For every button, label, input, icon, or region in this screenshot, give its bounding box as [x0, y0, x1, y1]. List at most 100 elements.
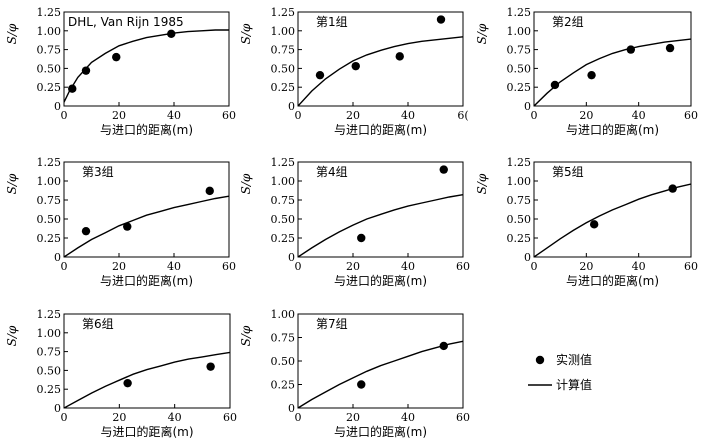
y-tick-label: 1.00: [271, 25, 296, 38]
panel-5: 0 0.25 0.50 0.75 1.00 1.25 0 20 40 60 与进口的距离(m) S/φ…: [239, 156, 470, 288]
calculated-curve: [298, 194, 463, 257]
panel-title: 第3组: [82, 165, 114, 179]
y-tick-label: 0: [288, 100, 295, 113]
y-tick-label: 0.25: [37, 81, 62, 94]
x-axis-label: 与进口的距离(m): [100, 424, 193, 439]
y-tick-label: 1.25: [37, 6, 62, 19]
y-axis-label: S/φ: [239, 325, 253, 346]
x-tick-label: 0: [61, 109, 68, 122]
x-tick-label: 40: [401, 109, 415, 122]
y-tick-label: 0.25: [37, 383, 62, 396]
x-tick-label: 20: [346, 260, 360, 273]
measured-point: [167, 29, 176, 39]
x-axis-label: 与进口的距离(m): [334, 424, 427, 439]
y-tick-label: 0.75: [271, 194, 296, 207]
y-tick-label: 0.75: [271, 44, 296, 57]
measured-point: [351, 61, 360, 71]
measured-point: [315, 70, 325, 80]
y-tick-label: 1.25: [271, 6, 296, 19]
y-tick-label: 0.25: [37, 232, 62, 245]
measured-point: [395, 52, 404, 61]
x-tick-label: 60: [456, 260, 470, 273]
x-axis-label: 与进口的距离(m): [566, 273, 659, 288]
y-tick-label: 0.75: [507, 194, 532, 207]
plot-frame: [297, 161, 464, 258]
y-tick-label: 1.25: [37, 156, 62, 169]
plot-frame: [63, 161, 230, 258]
measured-point: [123, 378, 132, 388]
calculated-curve: [534, 183, 691, 257]
x-tick-label: 0: [295, 260, 302, 273]
measured-point: [550, 80, 560, 90]
panel-7: 0 0.25 0.50 0.75 1.00 1.25 0 20 40 60 与进口的距离(m) S/φ…: [5, 308, 237, 439]
x-tick-label: 40: [401, 260, 415, 273]
x-axis-label: 与进口的距离(m): [100, 273, 193, 288]
y-axis-label: S/φ: [5, 173, 19, 194]
y-axis-label: S/φ: [475, 173, 489, 194]
y-tick-label: 0: [288, 402, 295, 415]
measured-point: [205, 186, 214, 196]
x-tick-label: 0: [295, 411, 302, 424]
y-tick-label: 1.00: [271, 175, 296, 188]
y-tick-label: 1.25: [37, 308, 62, 321]
panel-6: 0 0.25 0.50 0.75 1.00 1.25 0 20 40 60 与进口的距离(m) S/φ…: [475, 156, 698, 288]
plot-frame: [63, 313, 231, 409]
y-tick-label: 0.50: [37, 364, 62, 377]
y-axis-label: S/φ: [5, 325, 19, 346]
calculated-curve: [64, 195, 229, 257]
y-tick-label: 0.50: [37, 62, 62, 75]
measured-point: [357, 380, 366, 389]
y-axis-label: S/φ: [475, 23, 489, 44]
y-tick-label: 0: [54, 251, 61, 264]
y-tick-label: 0: [524, 100, 531, 113]
x-tick-label: 20: [346, 411, 360, 424]
measured-point: [439, 165, 448, 174]
calculated-curve: [298, 340, 463, 408]
x-tick-label: 20: [112, 109, 126, 122]
measured-point: [112, 52, 121, 62]
panel-4: 0 0.25 0.50 0.75 1.00 1.25 0 20 40 60 与进口的距离(m) S/φ…: [5, 156, 236, 288]
x-tick-label: 40: [632, 109, 646, 122]
y-tick-label: 0.50: [271, 355, 296, 368]
y-tick-label: 0: [54, 402, 61, 415]
plot-frame: [533, 161, 692, 258]
x-tick-label: 6(: [457, 109, 468, 122]
measured-point: [357, 233, 366, 243]
y-tick-label: 1.00: [507, 175, 532, 188]
x-tick-label: 20: [112, 260, 126, 273]
x-tick-label: 40: [167, 260, 181, 273]
y-tick-label: 0.25: [271, 379, 296, 392]
measured-point: [123, 222, 132, 231]
y-tick-label: 1.00: [37, 175, 62, 188]
panel-title: DHL, Van Rijn 1985: [68, 15, 184, 29]
measured-point: [81, 226, 91, 236]
calculated-curve: [298, 36, 463, 106]
x-tick-label: 60: [684, 260, 698, 273]
legend: 实测值 计算值: [528, 352, 592, 392]
x-tick-label: 40: [168, 411, 182, 424]
panel-title: 第4组: [316, 165, 348, 179]
plot-frame: [63, 11, 230, 107]
x-tick-label: 60: [456, 411, 470, 424]
y-tick-label: 0.75: [507, 44, 532, 57]
measured-point: [668, 184, 677, 193]
y-tick-label: 0: [524, 251, 531, 264]
y-tick-label: 0.25: [507, 232, 532, 245]
y-axis-label: S/φ: [5, 23, 19, 44]
panel-title: 第1组: [316, 15, 348, 29]
panel-3: 0 0.25 0.50 0.75 1.00 1.25 0 20 40 60 与进口的距离(m) S/φ…: [475, 6, 698, 137]
legend-marker-measured: [535, 355, 545, 365]
x-tick-label: 60: [222, 109, 236, 122]
y-tick-label: 0.75: [37, 44, 62, 57]
x-tick-label: 0: [531, 109, 538, 122]
x-axis-label: 与进口的距离(m): [334, 273, 427, 288]
x-tick-label: 20: [346, 109, 360, 122]
y-tick-label: 1.25: [507, 6, 532, 19]
y-tick-label: 0.50: [271, 213, 296, 226]
x-tick-label: 0: [531, 260, 538, 273]
x-tick-label: 40: [632, 260, 646, 273]
calculated-curve: [534, 38, 691, 106]
y-tick-label: 0.25: [507, 81, 532, 94]
calculated-curve: [64, 29, 229, 103]
